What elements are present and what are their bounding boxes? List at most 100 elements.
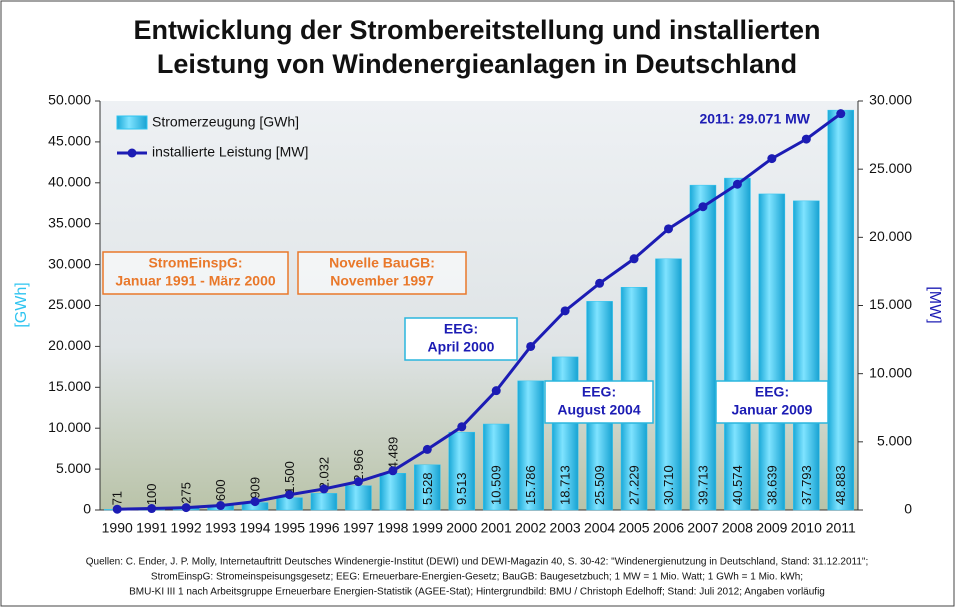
line-marker [147, 504, 157, 514]
annotation-box [297, 251, 467, 295]
bar [379, 473, 407, 511]
line-marker [698, 202, 708, 212]
value-label: 275 [179, 482, 194, 504]
value-label: 18.713 [558, 465, 573, 505]
annotation: Januar 2009 [732, 402, 813, 418]
annotation-box [404, 317, 518, 361]
annotation: November 1997 [330, 273, 434, 289]
x-tick-label: 2000 [446, 520, 477, 536]
x-tick-label: 2005 [618, 520, 649, 536]
annotation: EEG: [444, 321, 478, 337]
y-tick-label: 0 [83, 501, 91, 517]
y-tick-label: 10.000 [48, 419, 91, 435]
line-marker [457, 422, 467, 432]
annotation: August 2004 [557, 402, 640, 418]
annotation: StromEinspG: [148, 255, 242, 271]
bar [414, 464, 441, 511]
legend-label: Stromerzeugung [GWh] [152, 114, 299, 130]
line-marker [216, 501, 226, 511]
x-tick-label: 2006 [653, 520, 684, 536]
annotation-box [544, 380, 654, 424]
x-tick-label: 1999 [412, 520, 443, 536]
annotation: Novelle BauGB: [329, 255, 435, 271]
chart-title: Entwicklung der Strombereitstellung und … [133, 15, 820, 45]
y-tick-label: 15.000 [48, 378, 91, 394]
bar [689, 184, 717, 511]
x-tick-label: 1992 [171, 520, 202, 536]
value-label: 48.883 [833, 465, 848, 505]
y-tick-label: 20.000 [48, 337, 91, 353]
value-label: 909 [247, 477, 262, 499]
line-marker [526, 341, 536, 351]
line [117, 112, 842, 511]
y-axis-label: [GWh] [13, 282, 30, 327]
value-label: 4.489 [385, 437, 400, 470]
y-tick-label: 35.000 [48, 214, 91, 230]
value-label: 10.509 [489, 465, 504, 505]
x-tick-label: 1997 [343, 520, 374, 536]
bar [758, 193, 786, 511]
x-tick-label: 1998 [377, 520, 408, 536]
y-tick-label: 40.000 [48, 174, 91, 190]
bar [310, 493, 338, 511]
bar [827, 109, 855, 511]
line-marker [491, 386, 501, 396]
line-marker [767, 154, 777, 164]
bar [793, 200, 820, 511]
x-tick-label: 2002 [515, 520, 546, 536]
x-tick-label: 1993 [205, 520, 236, 536]
bar [724, 177, 751, 511]
line-marker [285, 490, 294, 500]
y-tick-label: 45.000 [48, 133, 91, 149]
y-tick-label: 25.000 [48, 296, 91, 312]
legend-label: installierte Leistung [MW] [152, 144, 308, 160]
legend-swatch-bar [116, 115, 148, 130]
x-tick-label: 2001 [481, 520, 512, 536]
value-label: 15.786 [523, 465, 538, 505]
value-label: 30.710 [661, 465, 676, 505]
value-label: 100 [144, 483, 159, 505]
value-label: 38.639 [764, 465, 779, 505]
line-marker [732, 179, 742, 189]
value-label: 2.966 [351, 449, 366, 482]
line-marker [629, 254, 639, 264]
bar [276, 497, 303, 511]
x-tick-label: 2003 [550, 520, 581, 536]
value-label: 25.509 [592, 465, 607, 505]
value-label: 5.528 [420, 472, 435, 505]
y-tick-label: 50.000 [48, 92, 91, 108]
source-note: StromEinspG: Stromeinspeisungsgesetz; EE… [151, 572, 803, 583]
line-marker [353, 477, 363, 487]
x-tick-label: 1996 [308, 520, 339, 536]
value-label: 39.713 [695, 465, 710, 505]
y-tick-label: 5.000 [56, 460, 91, 476]
y2-axis-label: [MW] [926, 286, 943, 323]
annotation: EEG: [755, 384, 789, 400]
value-label: 27.229 [626, 465, 641, 505]
value-label: 1.500 [282, 461, 297, 494]
line-marker [422, 444, 432, 454]
x-tick-label: 2009 [756, 520, 787, 536]
line-marker [595, 278, 605, 288]
chart-title: Leistung von Windenergieanlagen in Deuts… [157, 49, 797, 79]
line-marker [664, 224, 673, 234]
bar [517, 380, 544, 511]
bar [655, 258, 682, 511]
value-label: 40.574 [730, 465, 745, 505]
y2-tick-label: 10.000 [869, 364, 912, 380]
x-tick-label: 1995 [274, 520, 305, 536]
bar [448, 431, 476, 511]
y2-tick-label: 5.000 [877, 433, 912, 449]
x-tick-label: 2010 [791, 520, 822, 536]
annotation-box [102, 251, 289, 295]
y2-tick-label: 15.000 [869, 296, 912, 312]
annotation: 2011: 29.071 MW [699, 111, 810, 127]
value-label: 71 [110, 491, 125, 505]
value-label: 9.513 [454, 472, 469, 505]
x-tick-label: 1991 [136, 520, 167, 536]
value-label: 2.032 [316, 457, 331, 490]
y-tick-label: 30.000 [48, 255, 91, 271]
y2-tick-label: 25.000 [869, 160, 912, 176]
bar [345, 485, 372, 511]
x-tick-label: 2007 [687, 520, 718, 536]
